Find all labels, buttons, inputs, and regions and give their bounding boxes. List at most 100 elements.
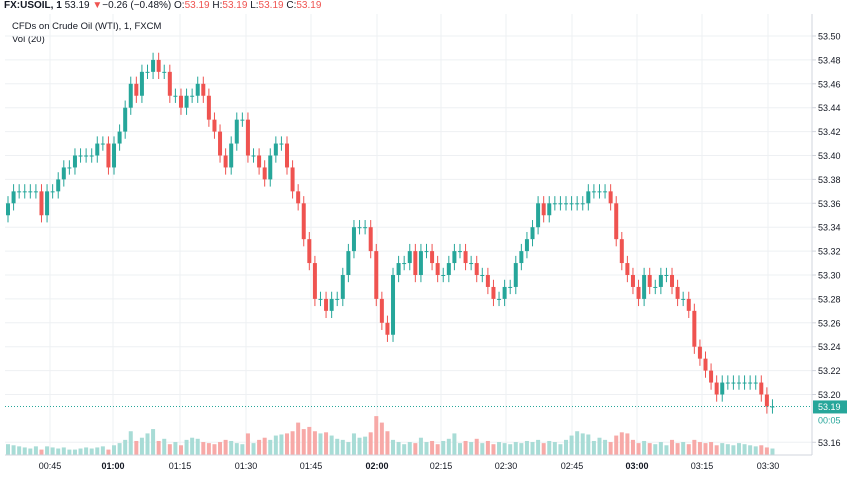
- price-change: −0.26 (−0.48%): [102, 0, 172, 11]
- candle: [764, 394, 769, 407]
- low-label: L:: [250, 0, 259, 11]
- volume-bar: [11, 445, 16, 455]
- candle: [407, 251, 412, 264]
- candle: [184, 95, 189, 108]
- candle: [547, 203, 552, 216]
- candle: [357, 227, 362, 229]
- symbol-name[interactable]: FX:USOIL, 1: [4, 0, 62, 11]
- series-legend[interactable]: CFDs on Crude Oil (WTI), 1, FXCM: [12, 21, 162, 32]
- volume-bar: [658, 442, 663, 455]
- volume-bar: [742, 444, 747, 455]
- y-tick-label: 53.42: [818, 127, 841, 137]
- high-value: 53.19: [222, 0, 248, 11]
- volume-bar: [223, 439, 228, 455]
- candle: [541, 203, 546, 216]
- x-tick-label: 02:15: [430, 461, 453, 471]
- candle: [134, 83, 139, 96]
- volume-bar: [346, 442, 351, 455]
- candle: [95, 143, 100, 156]
- high-label: H:: [212, 0, 223, 11]
- candle: [642, 275, 647, 299]
- candle: [279, 143, 284, 145]
- volume-bar: [530, 442, 535, 455]
- candle: [697, 346, 702, 359]
- candle: [686, 298, 691, 311]
- x-tick-label: 02:45: [561, 461, 584, 471]
- volume-bar: [720, 443, 725, 455]
- volume-bar: [273, 435, 278, 455]
- x-tick-label: 03:15: [691, 461, 714, 471]
- volume-bar: [569, 435, 574, 455]
- volume-bar: [664, 445, 669, 455]
- candle: [312, 263, 317, 299]
- candle: [709, 370, 714, 383]
- volume-bar: [324, 432, 329, 455]
- candle: [78, 155, 83, 157]
- candle: [502, 286, 507, 299]
- volume-bar: [586, 434, 591, 455]
- candle: [569, 203, 574, 205]
- candle: [223, 155, 228, 168]
- candle: [245, 119, 250, 156]
- volume-bar: [770, 448, 775, 455]
- volume-bar: [591, 440, 596, 455]
- volume-bar: [725, 444, 730, 455]
- volume-bar: [201, 442, 206, 455]
- volume-bar: [28, 448, 33, 455]
- candle: [580, 203, 585, 205]
- volume-bar: [703, 443, 708, 455]
- volume-bar: [78, 448, 83, 455]
- volume-bar: [95, 447, 100, 455]
- volume-bar: [396, 442, 401, 455]
- volume-bar: [714, 445, 719, 455]
- candle: [22, 191, 27, 193]
- volume-bar: [139, 437, 144, 455]
- volume-bar: [686, 444, 691, 455]
- volume-bar: [764, 447, 769, 455]
- price-tag: [813, 400, 847, 414]
- candle: [50, 191, 55, 193]
- volume-bar: [647, 443, 652, 455]
- x-tick-label: 01:45: [300, 461, 323, 471]
- countdown-label: 00:05: [818, 415, 841, 425]
- volume-bar: [469, 442, 474, 455]
- candle: [703, 358, 708, 371]
- volume-bar: [262, 437, 267, 455]
- candle: [446, 263, 451, 275]
- volume-legend[interactable]: Vol (20): [12, 34, 45, 45]
- volume-bar: [636, 443, 641, 455]
- volume-bar: [502, 443, 507, 455]
- volume-bar: [670, 439, 675, 455]
- candle: [89, 155, 94, 157]
- volume-bar: [240, 444, 245, 455]
- candle: [106, 143, 111, 168]
- volume-bar: [491, 444, 496, 455]
- change-down-icon: ▼: [92, 0, 103, 11]
- candle: [630, 275, 635, 287]
- candle: [441, 275, 446, 276]
- candle: [608, 191, 613, 204]
- price-tag-label: 53.19: [818, 402, 841, 412]
- candle: [257, 155, 262, 168]
- volume-bar: [45, 446, 50, 455]
- volume-bar: [463, 440, 468, 455]
- candle: [296, 191, 301, 204]
- y-tick-label: 53.28: [818, 294, 841, 304]
- volume-bar: [508, 444, 513, 455]
- volume-bar: [541, 443, 546, 455]
- volume-bar: [731, 445, 736, 455]
- close-label: C:: [286, 0, 297, 11]
- volume-bar: [452, 433, 457, 455]
- volume-bar: [151, 429, 156, 455]
- candle: [391, 275, 396, 335]
- volume-bar: [312, 431, 317, 455]
- volume-bar: [485, 440, 490, 455]
- volume-bar: [72, 449, 77, 455]
- candle: [340, 275, 345, 299]
- volume-bar: [22, 447, 27, 455]
- x-tick-label: 00:45: [39, 461, 62, 471]
- volume-bar: [575, 431, 580, 455]
- volume-bar: [457, 443, 462, 455]
- y-tick-label: 53.32: [818, 247, 841, 257]
